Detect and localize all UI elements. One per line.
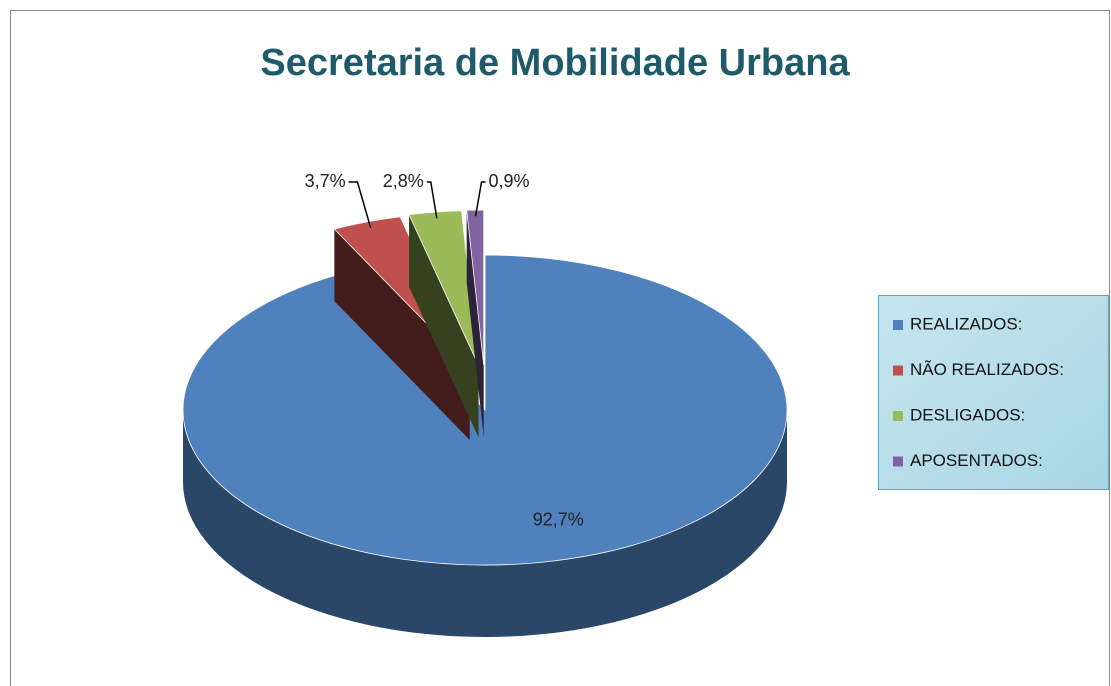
legend-label: REALIZADOS: <box>910 314 1022 333</box>
data-label: 2,8% <box>383 171 424 191</box>
legend-label: NÃO REALIZADOS: <box>910 360 1064 379</box>
legend-swatch <box>893 411 903 421</box>
legend-swatch <box>893 365 903 376</box>
pie-slice <box>466 209 485 366</box>
leader-line <box>348 181 372 229</box>
slice-face <box>334 229 470 440</box>
data-label: 3,7% <box>305 171 346 191</box>
chart-title: Secretaria de Mobilidade Urbana <box>260 42 850 84</box>
leader-line <box>474 181 486 217</box>
slice-face <box>466 210 484 438</box>
leader-line <box>426 181 438 219</box>
pie-slice <box>182 254 788 566</box>
data-label: 0,9% <box>489 171 530 191</box>
slice-side <box>183 410 787 637</box>
data-label: 92,7% <box>533 509 584 529</box>
legend-label: DESLIGADOS: <box>910 405 1025 424</box>
slice-face <box>409 214 479 438</box>
legend-label: APOSENTADOS: <box>910 451 1043 470</box>
legend-swatch <box>893 320 903 330</box>
legend-swatch <box>893 456 903 467</box>
legend <box>878 295 1109 490</box>
